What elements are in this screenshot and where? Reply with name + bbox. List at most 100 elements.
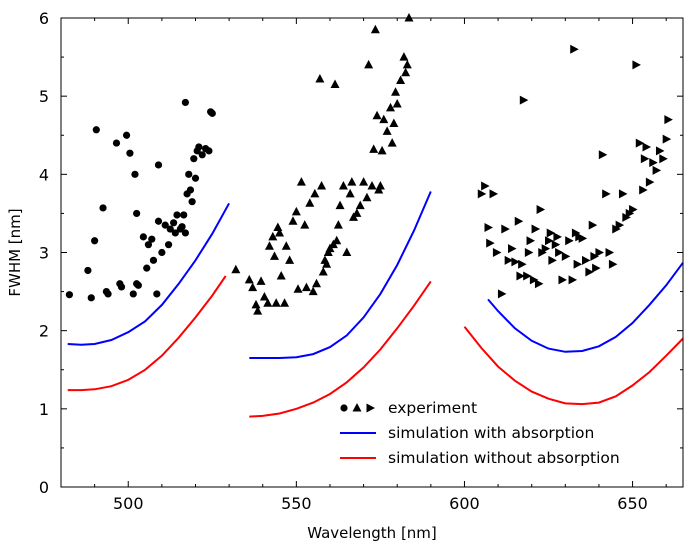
data-point-triangle-right	[511, 257, 520, 267]
data-point-triangle-up	[251, 299, 261, 309]
data-point-triangle-right	[585, 267, 594, 277]
data-point-triangle-right	[558, 275, 567, 285]
data-point-triangle-right	[659, 154, 668, 164]
data-point-triangle-right	[553, 232, 562, 242]
data-point-circle	[208, 109, 216, 117]
y-tick-label: 2	[39, 322, 49, 341]
data-point-triangle-up	[377, 145, 387, 155]
data-point-triangle-up	[335, 200, 345, 210]
data-point-triangle-up	[269, 251, 279, 260]
data-point-triangle-up	[273, 222, 283, 231]
data-point-triangle-up	[359, 177, 369, 186]
data-point-circle	[148, 235, 156, 243]
data-point-triangle-right	[639, 185, 648, 195]
data-point-triangle-right	[581, 255, 591, 265]
data-point-triangle-up	[305, 198, 315, 207]
data-point-triangle-up	[285, 255, 295, 264]
data-point-triangle-right	[501, 224, 510, 234]
x-axis-label: Wavelength [nm]	[307, 524, 437, 542]
data-point-triangle-up	[308, 286, 318, 296]
data-point-circle	[181, 229, 189, 237]
data-point-circle	[131, 170, 139, 178]
data-point-circle	[99, 204, 107, 212]
data-point-triangle-up	[301, 282, 311, 292]
legend-triangle-up-marker	[352, 403, 362, 412]
data-point-triangle-up	[317, 181, 327, 190]
legend: experiment simulation with absorption si…	[340, 399, 620, 467]
data-point-triangle-right	[516, 271, 525, 281]
data-point-circle	[117, 283, 126, 291]
data-point-triangle-up	[370, 24, 380, 34]
data-point-triangle-right	[565, 236, 574, 246]
data-point-triangle-up	[367, 181, 377, 190]
data-point-triangle-up	[391, 87, 401, 96]
data-point-triangle-up	[256, 276, 266, 285]
data-point-triangle-right	[548, 255, 557, 265]
data-point-triangle-up	[392, 98, 402, 108]
y-axis-label: FWHM [nm]	[6, 208, 24, 296]
data-point-circle	[178, 223, 186, 231]
data-point-triangle-up	[399, 52, 409, 61]
x-tick-label: 650	[617, 494, 648, 513]
axes-layer: 500 550 600 650 0 1 2 3 4 5 6	[39, 9, 683, 513]
data-point-triangle-right	[655, 146, 665, 156]
data-point-triangle-right	[497, 289, 507, 299]
data-point-circle	[65, 291, 74, 299]
data-point-circle	[188, 198, 196, 206]
data-point-circle	[122, 131, 131, 139]
data-point-triangle-right	[477, 189, 487, 199]
data-point-triangle-right	[640, 154, 650, 164]
data-point-triangle-up	[259, 292, 269, 301]
data-point-circle	[180, 211, 188, 219]
data-point-circle	[171, 229, 179, 237]
data-point-circle	[112, 139, 121, 147]
data-point-triangle-up	[372, 110, 382, 120]
data-point-triangle-right	[519, 95, 529, 105]
data-point-circle	[91, 237, 99, 245]
x-tick-label: 550	[281, 494, 312, 513]
data-point-triangle-up	[369, 144, 379, 153]
data-point-triangle-right	[578, 233, 588, 243]
data-point-circle	[166, 225, 174, 233]
data-point-circle	[191, 174, 200, 182]
data-point-triangle-right	[536, 205, 546, 215]
y-tick-label: 5	[39, 87, 49, 106]
data-point-circle	[205, 147, 213, 155]
data-point-circle	[154, 161, 163, 169]
data-point-triangle-up	[379, 114, 389, 124]
data-point-triangle-right	[598, 150, 608, 160]
data-point-circle	[139, 233, 147, 241]
data-point-triangle-up	[382, 126, 392, 135]
legend-label-with-absorption: simulation with absorption	[388, 424, 594, 442]
data-point-triangle-up	[244, 274, 254, 284]
data-point-triangle-up	[362, 192, 372, 202]
data-point-triangle-up	[352, 208, 362, 217]
data-point-triangle-right	[486, 238, 495, 248]
data-point-triangle-right	[642, 142, 652, 152]
blue-curve-segment-1	[67, 202, 230, 346]
data-point-triangle-up	[281, 241, 291, 250]
data-point-triangle-up	[263, 298, 273, 307]
data-point-circle	[143, 264, 151, 272]
data-point-triangle-up	[296, 177, 306, 186]
data-point-triangle-right	[534, 279, 544, 289]
data-point-triangle-right	[592, 263, 601, 273]
data-point-triangle-right	[524, 248, 534, 257]
data-point-triangle-right	[664, 115, 673, 125]
data-point-triangle-right	[526, 236, 536, 246]
data-point-triangle-right	[588, 220, 598, 230]
data-point-circle	[181, 98, 189, 107]
data-point-triangle-right	[595, 248, 604, 257]
data-point-triangle-right	[531, 224, 541, 234]
data-point-circle	[126, 149, 134, 157]
data-point-triangle-right	[629, 205, 638, 215]
data-point-circle	[84, 266, 92, 275]
data-point-triangle-up	[333, 220, 343, 229]
legend-experiment-markers	[340, 403, 375, 413]
data-point-triangle-right	[546, 228, 556, 238]
data-point-triangle-right	[489, 189, 499, 199]
data-point-triangle-up	[291, 206, 301, 216]
data-point-triangle-right	[481, 181, 490, 191]
data-point-triangle-up	[276, 270, 286, 280]
